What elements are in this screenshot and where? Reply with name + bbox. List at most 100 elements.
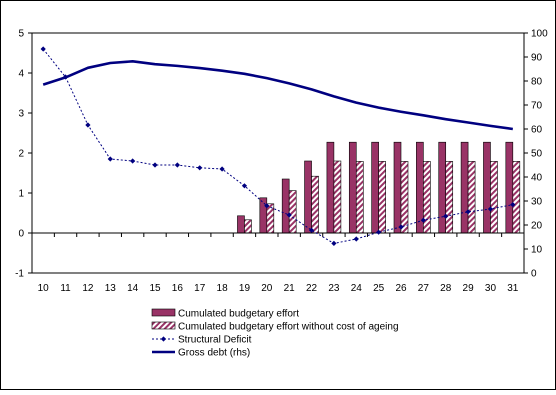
bar (423, 161, 431, 234)
bar (326, 141, 335, 234)
structural-deficit-point (398, 224, 404, 230)
structural-deficit-point (152, 162, 158, 168)
y2-tick-label: 70 (531, 101, 543, 112)
legend-label: Cumulated budgetary effort (178, 309, 299, 320)
x-tick-label: 27 (418, 283, 430, 294)
x-tick-label: 22 (306, 283, 318, 294)
y2-tick-label: 50 (531, 149, 543, 160)
x-tick-label: 11 (60, 283, 71, 294)
structural-deficit-point (264, 203, 270, 209)
bars-layer (237, 141, 521, 234)
y-tick-label: 4 (18, 69, 24, 80)
y2-tick-label: 90 (531, 53, 543, 64)
bar (400, 161, 409, 234)
legend-label: Cumulated budgetary effort without cost … (178, 322, 399, 333)
bar (445, 161, 454, 234)
structural-deficit-point (510, 202, 516, 208)
bar (288, 190, 297, 234)
bar (512, 161, 521, 234)
legend: Cumulated budgetary effort Cumulated budg… (151, 308, 399, 359)
structural-deficit-point (308, 227, 315, 233)
structural-deficit-point (174, 162, 180, 168)
y-tick-label: 0 (18, 229, 24, 240)
y2-tick-label: 60 (531, 125, 543, 136)
gross-debt-line (42, 60, 513, 131)
x-tick-label: 24 (351, 283, 363, 294)
x-tick-label: 13 (105, 283, 117, 294)
y2-tick-label: 100 (531, 29, 548, 40)
bar (483, 141, 491, 234)
bar (378, 161, 386, 234)
y2-tick-label: 0 (531, 269, 537, 280)
structural-deficit-point (219, 166, 225, 172)
structural-deficit-point (376, 229, 382, 235)
legend-label: Gross debt (rhs) (178, 348, 250, 359)
structural-deficit-point (465, 209, 471, 215)
x-tick-label: 23 (328, 283, 340, 294)
structural-deficit-line (42, 48, 513, 244)
y-tick-label: 3 (18, 109, 24, 120)
x-tick-label: 21 (284, 283, 296, 294)
bar (505, 141, 514, 234)
y2-tick-label: 10 (531, 245, 543, 256)
structural-deficit-point (353, 236, 359, 242)
x-tick-label: 28 (440, 283, 452, 294)
bar (393, 141, 402, 234)
bar (281, 178, 290, 234)
legend-marker (160, 336, 167, 342)
structural-deficit-point (40, 46, 46, 52)
x-tick-label: 31 (507, 283, 519, 294)
x-tick-label: 15 (149, 283, 161, 294)
bar (467, 161, 476, 234)
bar (304, 160, 312, 234)
y-tick-label: 1 (18, 189, 24, 200)
y-tick-label: -1 (15, 269, 24, 280)
structural-deficit-point (107, 156, 113, 162)
structural-deficit-point (286, 212, 292, 218)
y2-tick-label: 30 (531, 197, 543, 208)
x-tick-label: 25 (373, 283, 385, 294)
bar (348, 141, 357, 234)
bar (490, 161, 498, 234)
structural-deficit-point (85, 122, 91, 128)
y-tick-label: 2 (18, 149, 24, 160)
structural-deficit-point (130, 158, 136, 164)
x-tick-label: 18 (217, 283, 229, 294)
y2-tick-label: 40 (531, 173, 543, 184)
bar (333, 160, 342, 234)
structural-deficit-point (443, 213, 449, 219)
x-tick-label: 10 (38, 283, 50, 294)
structural-deficit-point (487, 206, 494, 212)
y2-tick-label: 20 (531, 221, 543, 232)
x-tick-label: 20 (261, 283, 273, 294)
x-tick-label: 26 (395, 283, 407, 294)
bar (266, 203, 275, 234)
bar (237, 215, 245, 234)
x-tick-label: 19 (239, 283, 251, 294)
legend-swatch (151, 308, 176, 317)
x-tick-label: 14 (127, 283, 139, 294)
structural-deficit-point (241, 183, 248, 189)
bar (244, 219, 252, 234)
x-tick-label: 29 (463, 283, 475, 294)
bar (460, 141, 469, 234)
structural-deficit-point (420, 217, 426, 223)
bar (259, 197, 268, 234)
bar (371, 141, 379, 234)
lines-layer (40, 46, 516, 246)
legend-swatch (151, 321, 176, 330)
bar (355, 161, 364, 234)
bar (311, 175, 319, 234)
x-tick-label: 30 (485, 283, 497, 294)
structural-deficit-point (197, 165, 203, 171)
x-tick-label: 12 (82, 283, 94, 294)
y-tick-label: 5 (18, 29, 24, 40)
x-tick-label: 16 (172, 283, 184, 294)
structural-deficit-point (331, 240, 337, 246)
legend-label: Structural Deficit (178, 335, 252, 346)
x-tick-label: 17 (194, 283, 206, 294)
bar (438, 141, 447, 234)
